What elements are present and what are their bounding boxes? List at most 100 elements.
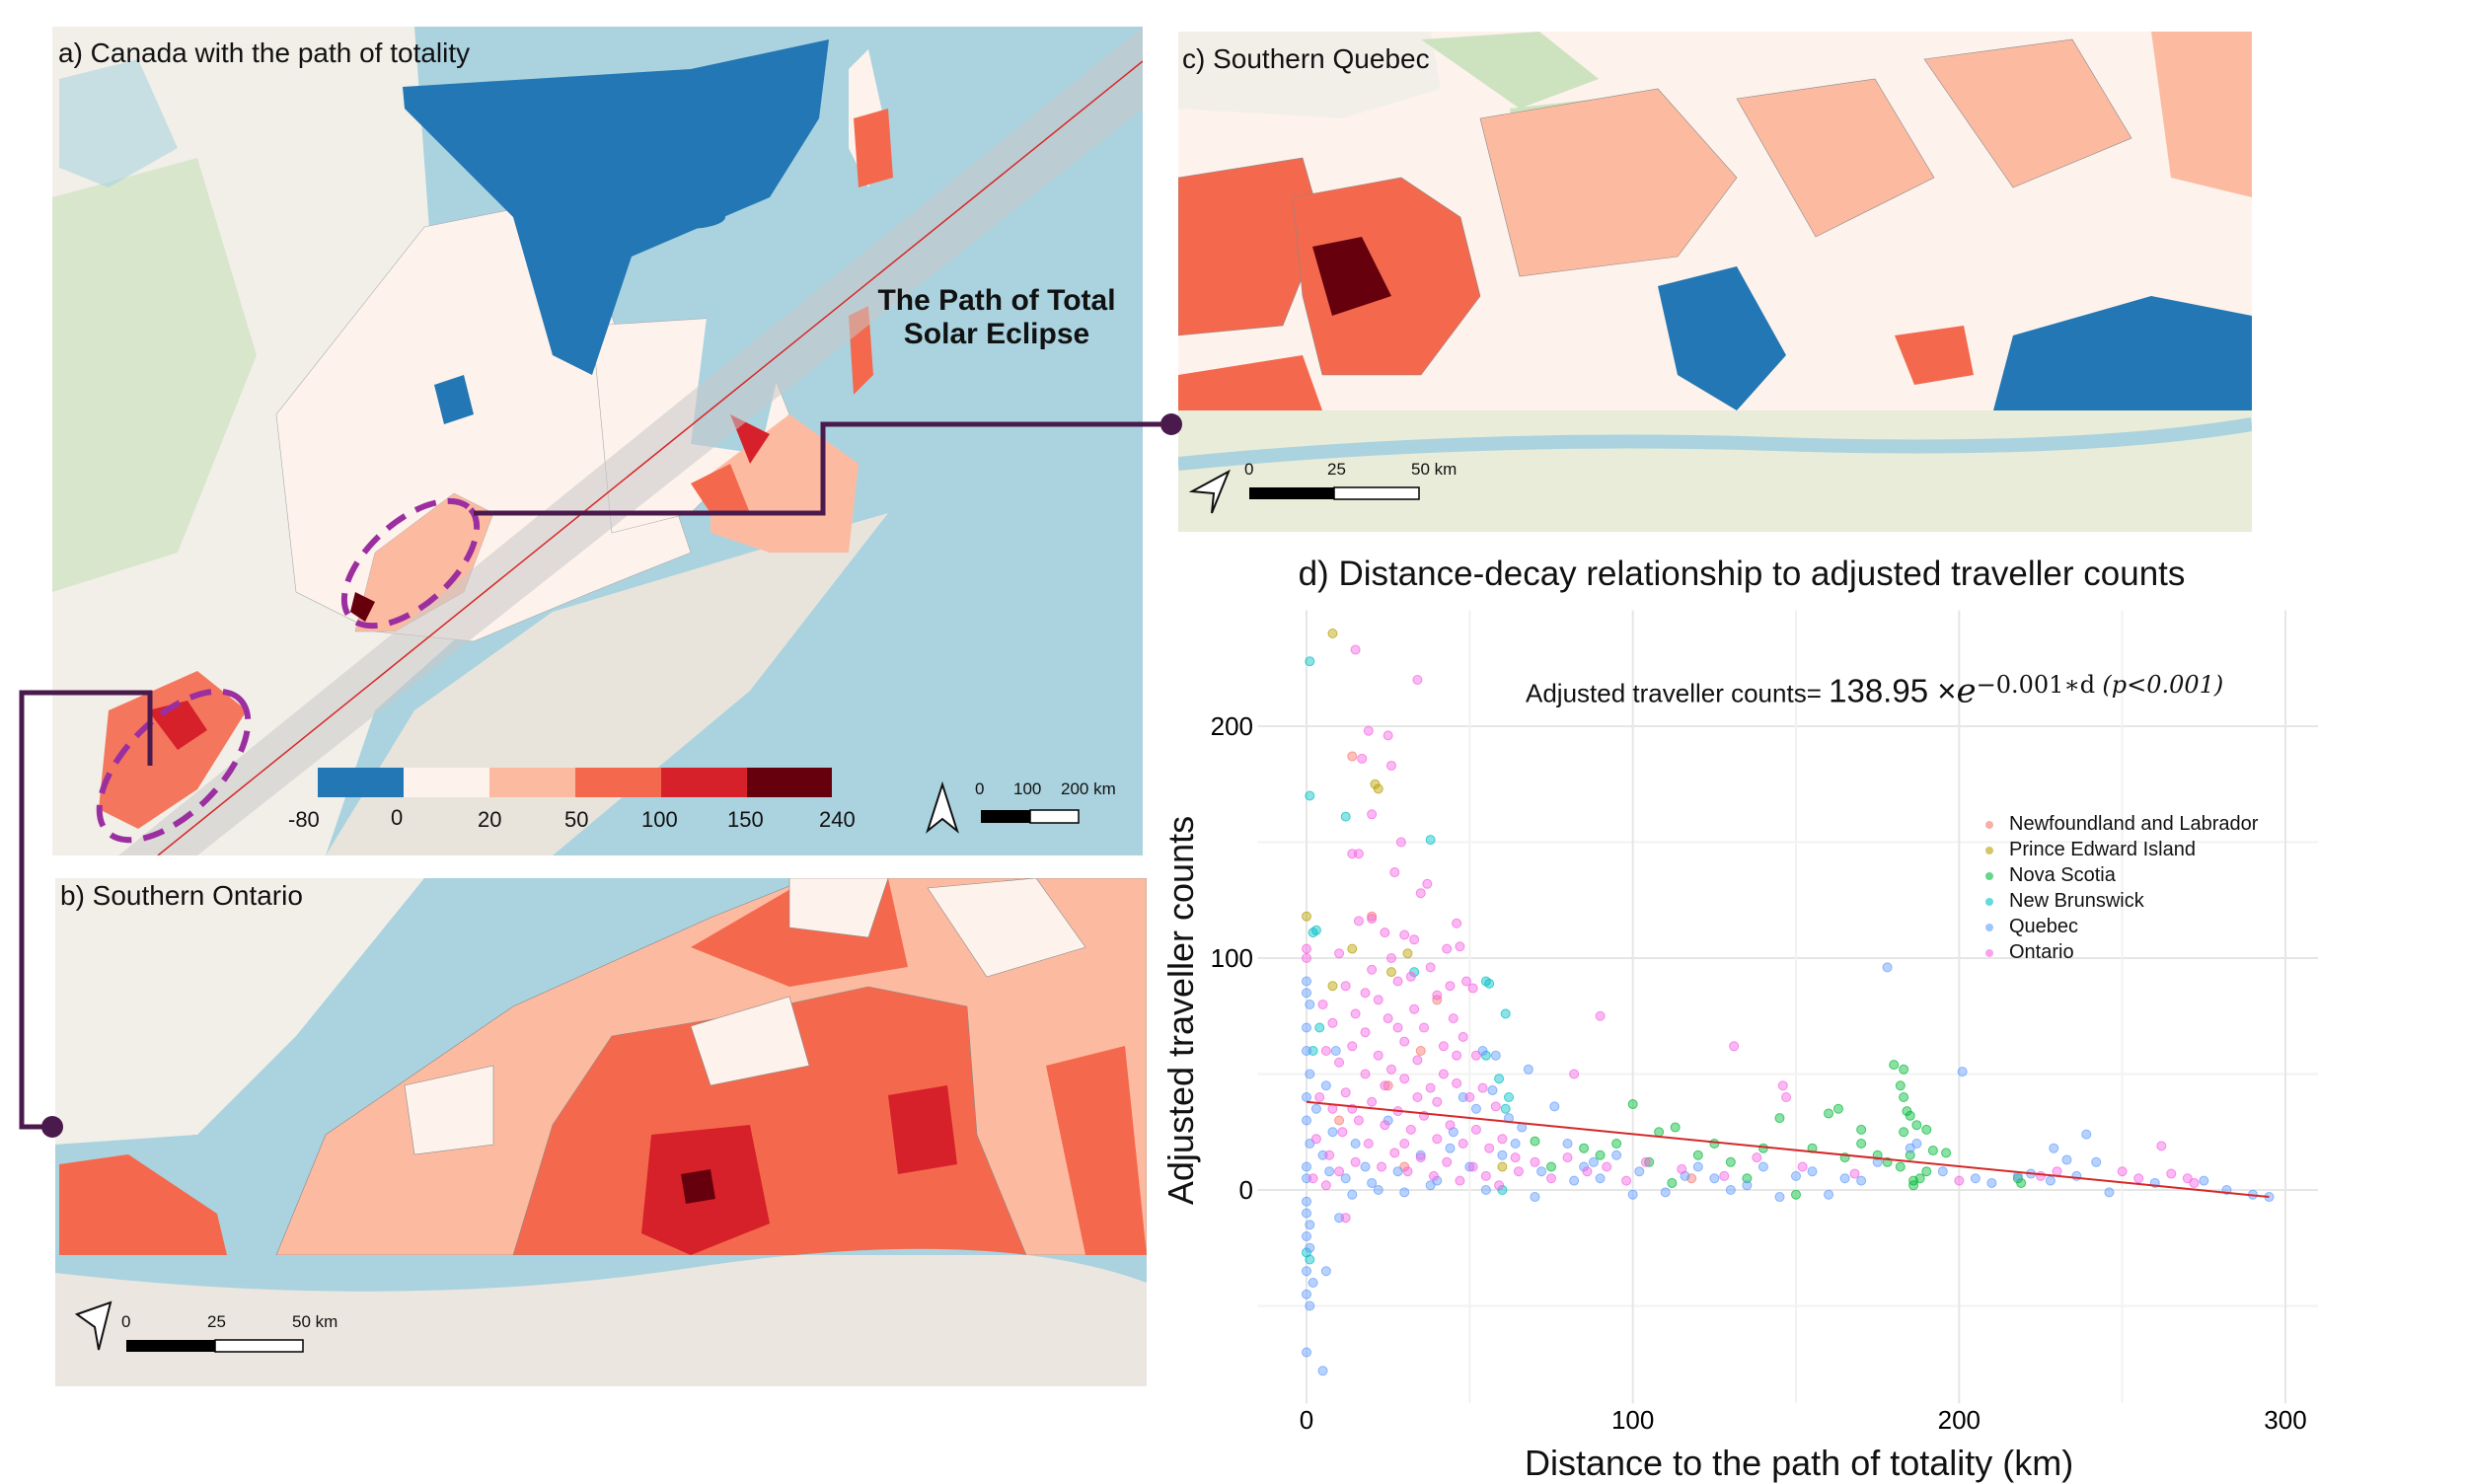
data-point: [1849, 1168, 1860, 1179]
equation-exponent: −0.001∗d: [1976, 671, 2096, 699]
data-point: [1477, 1046, 1488, 1056]
legend-label: Ontario: [2009, 941, 2074, 963]
data-point: [1895, 1080, 1906, 1091]
data-point: [1588, 1156, 1599, 1167]
data-point: [1546, 1173, 1556, 1184]
data-point: [1327, 629, 1338, 638]
data-point: [1432, 1096, 1443, 1107]
data-point: [2049, 1143, 2059, 1153]
data-point: [1667, 1177, 1678, 1188]
data-point: [1937, 1166, 1948, 1177]
highlight-ellipse-quebec: [340, 497, 481, 630]
data-point: [1569, 1069, 1580, 1079]
data-point: [1357, 753, 1368, 764]
equation-prefix: Adjusted traveller counts=: [1526, 678, 1830, 708]
data-point: [1302, 1046, 1311, 1056]
data-point: [1442, 943, 1453, 954]
data-point: [1470, 1050, 1481, 1061]
data-point: [1490, 1050, 1501, 1061]
map-panel-a: [52, 27, 1143, 855]
legend-marker: [1985, 897, 1993, 906]
data-point: [1791, 1189, 1801, 1200]
data-point: [1353, 1115, 1364, 1126]
north-arrow-icon: [926, 780, 959, 834]
data-point: [1458, 1139, 1468, 1149]
data-point: [1305, 1300, 1315, 1311]
data-point: [1314, 1022, 1325, 1033]
data-point: [1395, 837, 1406, 848]
data-point: [1380, 1120, 1390, 1131]
data-point: [1709, 1173, 1720, 1184]
data-point: [1494, 1180, 1505, 1191]
data-point: [1350, 1008, 1361, 1019]
data-point: [1621, 1175, 1632, 1186]
data-point: [1383, 1013, 1393, 1024]
data-point: [1302, 1347, 1311, 1358]
data-point: [2036, 1170, 2046, 1181]
data-point: [1334, 948, 1345, 959]
data-point: [1445, 1120, 1456, 1131]
data-point: [1562, 1139, 1573, 1149]
data-point: [1320, 1080, 1331, 1091]
data-point: [1513, 1166, 1524, 1177]
data-point: [1324, 1166, 1335, 1177]
legend-marker: [1985, 846, 1993, 854]
legend-item: Prince Edward Island: [1985, 837, 2258, 862]
north-arrow-icon: [74, 1300, 112, 1351]
data-point: [1536, 1166, 1547, 1177]
panel-b-title: b) Southern Ontario: [60, 880, 303, 911]
data-point: [1350, 1156, 1361, 1167]
data-point: [1640, 1156, 1651, 1167]
data-point: [1347, 1041, 1358, 1052]
data-point: [1347, 751, 1358, 762]
data-point: [1334, 1166, 1345, 1177]
data-point: [1627, 1099, 1638, 1110]
data-point: [1791, 1170, 1801, 1181]
data-point: [1752, 1152, 1762, 1163]
data-point: [1317, 1366, 1328, 1376]
data-point: [1510, 1139, 1521, 1149]
data-point: [1327, 981, 1338, 992]
data-point: [1360, 1069, 1371, 1079]
data-point: [1455, 941, 1465, 952]
legend-break: 20: [478, 807, 502, 832]
legend-marker: [1985, 871, 1993, 880]
data-point: [1302, 1161, 1311, 1172]
x-tick-label: 300: [2264, 1405, 2306, 1435]
data-point: [1373, 1185, 1383, 1195]
data-point: [1464, 1092, 1475, 1102]
equation-p: (p<0.001): [2102, 671, 2224, 699]
data-point: [1415, 888, 1426, 899]
data-point: [1399, 1074, 1410, 1084]
data-point: [1302, 1266, 1311, 1277]
legend-break: 240: [819, 807, 856, 832]
data-point: [1477, 1082, 1488, 1093]
data-point: [1302, 1289, 1311, 1299]
connector-a-to-b: [19, 690, 153, 1130]
legend-break: -80: [288, 807, 320, 832]
data-point: [1363, 1139, 1374, 1149]
legend-marker: [1985, 923, 1993, 931]
data-point: [1494, 1074, 1505, 1084]
data-point: [1452, 918, 1462, 928]
data-point: [1899, 1092, 1909, 1102]
data-point: [1337, 1127, 1348, 1138]
data-point: [1595, 1150, 1606, 1160]
data-point: [1530, 1136, 1540, 1147]
data-point: [1340, 1173, 1351, 1184]
path-of-totality-band: [118, 27, 1143, 855]
legend-swatch: [318, 768, 404, 797]
data-point: [1954, 1175, 1965, 1186]
y-tick-label: 200: [1211, 711, 1253, 741]
data-point: [1308, 928, 1318, 938]
data-point: [1392, 976, 1403, 987]
data-point: [1455, 1175, 1465, 1186]
data-point: [1310, 1134, 1321, 1145]
scale-label: 0: [1244, 460, 1254, 479]
data-point: [1385, 967, 1396, 978]
legend-break: 100: [641, 807, 678, 832]
data-point: [1305, 656, 1315, 667]
data-point: [1497, 1161, 1508, 1172]
data-point: [1399, 1187, 1410, 1198]
